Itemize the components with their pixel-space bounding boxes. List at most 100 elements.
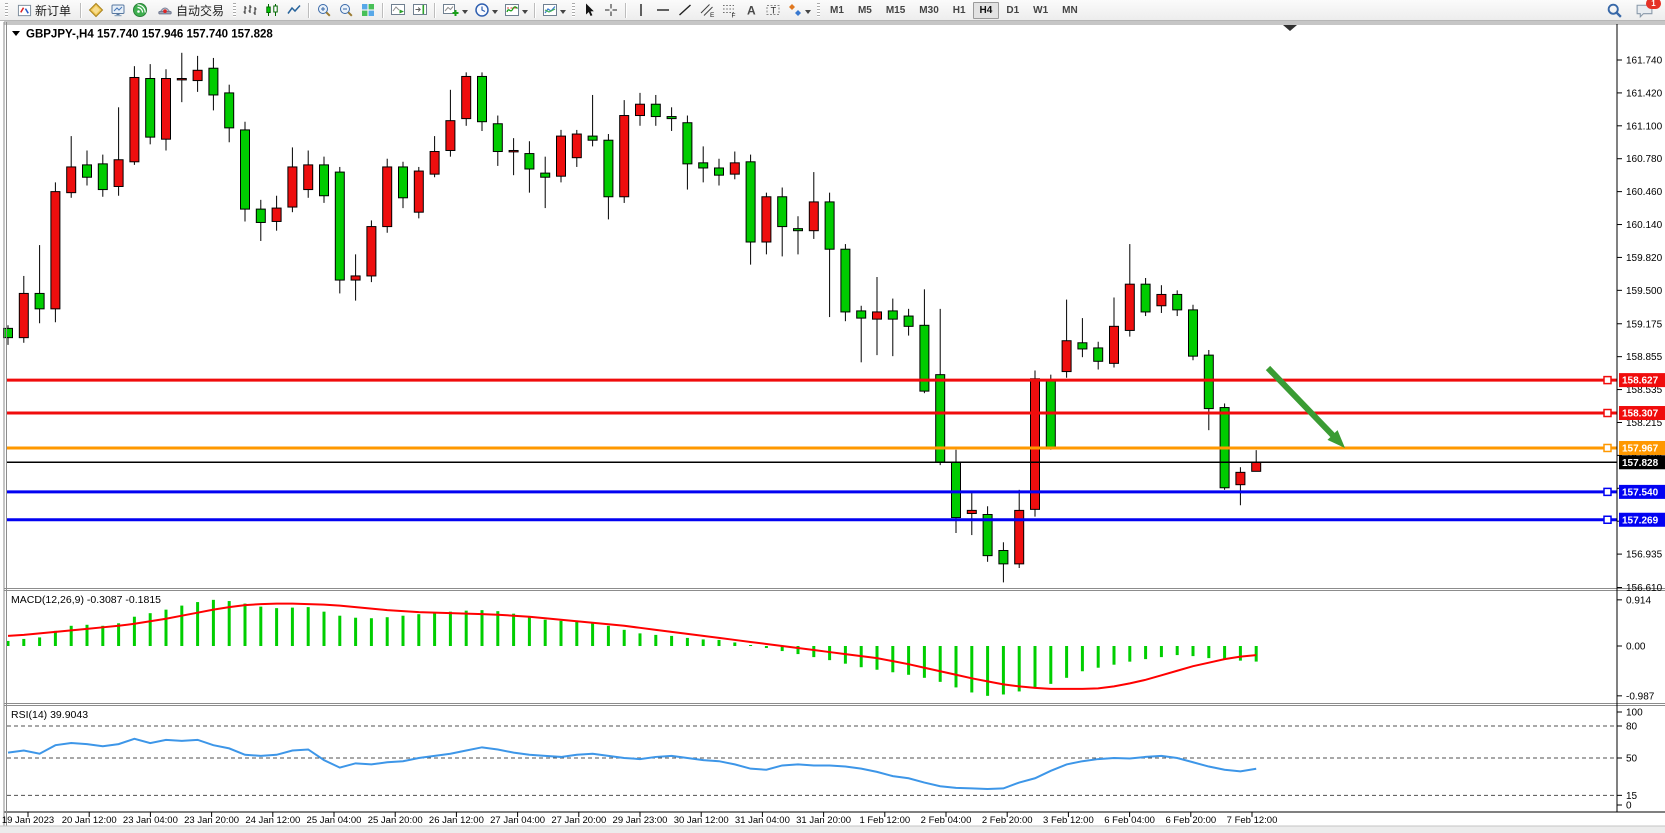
timeframe-button-M30[interactable]: M30 [919,4,939,16]
time-tick-label: 7 Feb 12:00 [1227,815,1278,826]
period-button[interactable] [471,1,501,20]
price-chart[interactable]: 161.740 161.420 161.100 160.780 160.460 160.1… [0,21,1665,833]
metaeditor-button[interactable] [85,1,107,20]
trend-arrow-head[interactable] [1327,430,1345,448]
zoom-in-icon [318,4,331,17]
channel-button[interactable]: E [696,1,718,20]
price-tick-label: 159.500 [1626,286,1663,297]
candle-body [856,310,867,319]
tile-windows-icon [362,4,375,16]
candle-body [998,549,1009,565]
main-toolbar: 新订单 [0,0,1665,21]
candle-body [919,324,930,392]
line-handle[interactable] [1603,408,1612,418]
line-chart-button[interactable] [283,1,305,20]
cursor-button[interactable] [578,1,600,20]
candle-body [840,248,851,313]
price-tick-label: 161.420 [1626,88,1663,99]
chart-shift-button[interactable] [409,1,431,20]
arrows-button[interactable] [784,1,814,20]
text-label-button[interactable]: T [762,1,784,20]
toolbar-grip[interactable] [233,3,237,17]
notification-badge: 1 [1646,0,1661,9]
candle-body [97,163,108,191]
candle-body [808,201,819,232]
candle-body [145,78,156,138]
price-tick-label: 158.855 [1626,352,1663,363]
new-chart-button[interactable] [439,1,471,20]
auto-scroll-button[interactable] [387,1,409,20]
toolbar-grip[interactable] [572,3,576,17]
signals-button[interactable] [129,1,151,20]
price-tick-label: 160.460 [1626,187,1663,198]
toolbar-separator [80,2,83,18]
market-watch-button[interactable] [107,1,129,20]
horizontal-line-icon [657,9,670,11]
price-level-label[interactable] [1619,440,1665,455]
new-order-button[interactable]: 新订单 [11,1,77,20]
trendline-button[interactable] [674,1,696,20]
vertical-line-button[interactable] [630,1,652,20]
timeframe-button-D1[interactable]: D1 [1006,4,1020,16]
notifications-button[interactable]: 1 [1632,0,1661,20]
zoom-in-button[interactable] [313,1,335,20]
svg-text:E: E [710,12,715,18]
chart-shift-marker[interactable] [1283,25,1297,31]
timeframe-button-M15[interactable]: M15 [885,4,906,16]
line-handle[interactable] [1603,487,1612,497]
candle-body [192,69,203,82]
chevron-down-icon [492,9,499,17]
symbol-dropdown-icon[interactable] [12,31,20,36]
time-tick-label: 23 Jan 20:00 [184,815,239,826]
new-order-label: 新订单 [35,3,72,18]
price-level-label[interactable] [1619,512,1665,527]
candle-body [18,292,29,339]
text-label-icon: T [766,5,780,15]
candle-body [398,166,408,199]
timeframe-button-MN[interactable]: MN [1062,4,1078,16]
price-level-label[interactable] [1619,484,1665,499]
horizontal-line-button[interactable] [652,1,674,20]
bar-chart-icon [243,5,257,15]
candle-body [429,151,440,175]
toolbar-grip[interactable] [817,3,821,17]
price-level-label[interactable] [1619,455,1665,470]
templates-button[interactable] [539,1,569,20]
macd-tick-label: 0.00 [1626,642,1646,653]
candle-body [666,116,677,120]
timeframe-button-W1[interactable]: W1 [1033,4,1049,16]
toolbar-grip[interactable] [5,3,8,17]
timeframe-button-M5[interactable]: M5 [857,4,872,16]
line-handle[interactable] [1603,515,1612,525]
candle-body [1140,283,1151,313]
tile-windows-button[interactable] [357,1,379,20]
crosshair-button[interactable] [600,1,622,20]
channel-icon: E [700,4,715,18]
indicators-icon [505,4,520,16]
bottom-strip [0,826,1665,833]
trend-arrow-line[interactable] [1265,365,1339,442]
fibonacci-button[interactable]: F [718,1,740,20]
candle-body [635,103,645,117]
search-button[interactable] [1603,1,1626,20]
line-handle[interactable] [1603,375,1612,385]
candlestick-button[interactable] [261,1,283,20]
candle-body [1030,378,1040,510]
indicators-button[interactable] [501,1,531,20]
price-level-label[interactable] [1619,406,1665,421]
toolbar-separator [308,2,311,18]
autotrading-label: 自动交易 [176,3,225,18]
price-level-label[interactable] [1619,373,1665,388]
timeframe-button-H4[interactable]: H4 [972,1,1000,19]
autotrading-button[interactable]: 自动交易 [151,1,230,20]
timeframe-button-H1[interactable]: H1 [952,4,966,16]
time-tick-label: 23 Jan 04:00 [123,815,178,826]
zoom-out-button[interactable] [335,1,357,20]
autotrading-icon [158,7,172,15]
line-handle[interactable] [1603,443,1612,453]
candle-body [240,129,250,210]
candle-body [382,166,393,228]
bar-chart-button[interactable] [239,1,261,20]
text-button[interactable]: A [740,1,762,20]
timeframe-button-M1[interactable]: M1 [830,4,844,16]
